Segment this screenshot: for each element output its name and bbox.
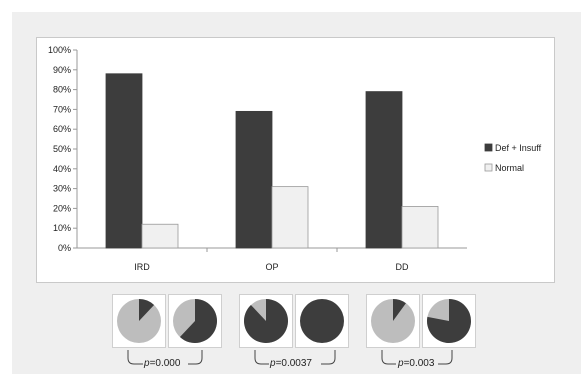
y-tick-label: 0% xyxy=(58,243,71,253)
pie-box-3 xyxy=(239,294,293,348)
pie-chart xyxy=(244,299,288,343)
legend-swatch xyxy=(484,163,493,172)
y-tick-label: 90% xyxy=(53,65,71,75)
legend-swatch xyxy=(484,143,493,152)
y-tick-label: 40% xyxy=(53,164,71,174)
legend-label: Def + Insuff xyxy=(495,143,542,153)
pie-box-4 xyxy=(295,294,349,348)
pie-dark-slice xyxy=(244,299,288,343)
p-value-text: =0.0037 xyxy=(275,358,312,369)
pie-chart xyxy=(300,299,344,343)
pie-dark-slice xyxy=(427,299,471,343)
y-tick-label: 60% xyxy=(53,124,71,134)
bar-normal xyxy=(401,206,439,249)
y-tick-label: 20% xyxy=(53,203,71,213)
p-value-3: p=0.003 xyxy=(398,358,434,369)
pie-dark-slice xyxy=(393,299,406,321)
legend-label: Normal xyxy=(495,163,524,173)
pie-dark-slice xyxy=(179,299,217,343)
bar-chart: 0% 10% 20% 30% 40% 50% 60% 70% 80% 90% 100% IRD OP DD… xyxy=(48,45,542,272)
p-symbol: p xyxy=(270,358,276,369)
bar-def-insuff xyxy=(105,73,143,249)
pie-box-5 xyxy=(366,294,420,348)
x-tick-label: OP xyxy=(265,262,278,272)
pie-chart xyxy=(117,299,161,343)
y-tick-label: 70% xyxy=(53,104,71,114)
p-value-1: p=0.000 xyxy=(144,358,180,369)
p-symbol: p xyxy=(398,358,404,369)
pie-chart xyxy=(371,299,415,343)
bar-def-insuff xyxy=(365,91,403,249)
bar-chart-panel: 0% 10% 20% 30% 40% 50% 60% 70% 80% 90% 100% IRD OP DD… xyxy=(36,37,555,283)
p-symbol: p xyxy=(144,358,150,369)
pie-box-2 xyxy=(168,294,222,348)
y-tick-label: 80% xyxy=(53,85,71,95)
x-tick-label: DD xyxy=(396,262,409,272)
pie-box-6 xyxy=(422,294,476,348)
p-value-2: p=0.0037 xyxy=(270,358,312,369)
y-tick-label: 50% xyxy=(53,144,71,154)
p-value-text: =0.003 xyxy=(403,358,435,369)
x-tick-label: IRD xyxy=(134,262,150,272)
pie-box-1 xyxy=(112,294,166,348)
pie-chart xyxy=(173,299,217,343)
y-tick-label: 30% xyxy=(53,184,71,194)
pie-dark-slice xyxy=(139,299,155,321)
p-value-text: =0.000 xyxy=(149,358,181,369)
bar-def-insuff xyxy=(235,110,273,249)
bar-normal xyxy=(271,186,309,249)
pie-chart xyxy=(427,299,471,343)
pie-base-slice xyxy=(300,299,344,343)
y-tick-label: 100% xyxy=(48,45,71,55)
bar-normal xyxy=(141,223,179,249)
y-tick-label: 10% xyxy=(53,223,71,233)
